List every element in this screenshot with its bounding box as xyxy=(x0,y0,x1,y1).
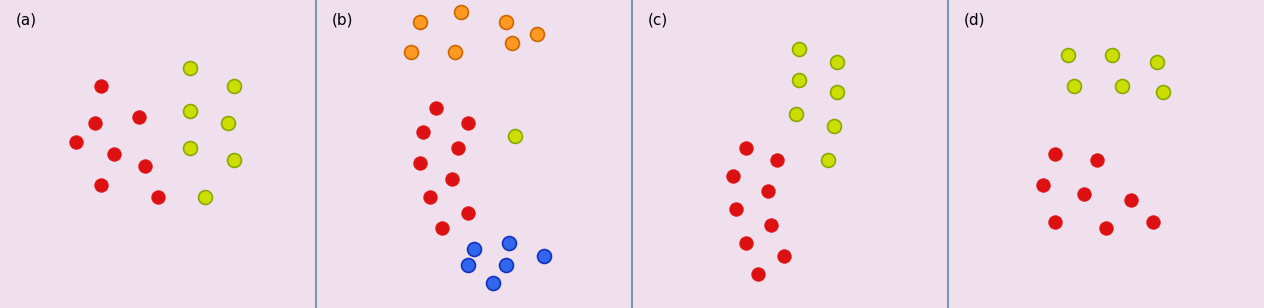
Point xyxy=(483,281,503,286)
Point xyxy=(91,84,111,89)
Point xyxy=(786,111,806,116)
Point xyxy=(179,108,200,113)
Text: (d): (d) xyxy=(963,12,986,27)
Point xyxy=(789,78,809,83)
Point xyxy=(413,130,434,135)
Point xyxy=(824,124,844,129)
Point xyxy=(410,19,430,24)
Point xyxy=(495,262,516,267)
Point xyxy=(432,225,453,230)
Point xyxy=(1112,84,1133,89)
Point xyxy=(442,176,463,181)
Text: (c): (c) xyxy=(647,12,669,27)
Point xyxy=(758,188,779,193)
Point xyxy=(736,241,756,246)
Point xyxy=(195,195,215,200)
Point xyxy=(91,182,111,187)
Point xyxy=(1045,219,1066,224)
Point xyxy=(1086,158,1107,163)
Point xyxy=(1146,59,1167,64)
Point xyxy=(827,59,847,64)
Text: (b): (b) xyxy=(331,12,354,27)
Point xyxy=(410,161,430,166)
Point xyxy=(464,247,484,252)
Point xyxy=(767,158,787,163)
Point xyxy=(445,50,465,55)
Point xyxy=(723,173,743,178)
Point xyxy=(498,241,518,246)
Point xyxy=(449,145,469,150)
Point xyxy=(1045,152,1066,156)
Point xyxy=(1058,53,1078,58)
Point xyxy=(85,121,105,126)
Point xyxy=(761,222,781,227)
Point xyxy=(148,195,168,200)
Point xyxy=(506,133,526,138)
Point xyxy=(827,90,847,95)
Point xyxy=(1096,225,1116,230)
Point xyxy=(1074,192,1095,197)
Point xyxy=(789,47,809,52)
Point xyxy=(495,19,516,24)
Point xyxy=(527,31,547,36)
Point xyxy=(451,10,471,15)
Point xyxy=(458,121,478,126)
Point xyxy=(129,115,149,120)
Point xyxy=(736,145,756,150)
Point xyxy=(748,272,769,277)
Point xyxy=(1153,90,1173,95)
Point xyxy=(224,158,244,163)
Point xyxy=(1121,198,1141,203)
Point xyxy=(1144,219,1164,224)
Point xyxy=(774,253,794,258)
Point xyxy=(726,207,746,212)
Point xyxy=(66,139,86,144)
Point xyxy=(224,84,244,89)
Point xyxy=(818,158,838,163)
Point xyxy=(533,253,554,258)
Point xyxy=(502,41,522,46)
Point xyxy=(426,105,446,110)
Point xyxy=(217,121,238,126)
Point xyxy=(458,262,478,267)
Point xyxy=(104,152,124,156)
Point xyxy=(179,145,200,150)
Point xyxy=(179,65,200,70)
Point xyxy=(420,195,440,200)
Point xyxy=(1064,84,1085,89)
Point xyxy=(458,210,478,215)
Text: (a): (a) xyxy=(15,12,37,27)
Point xyxy=(1102,53,1122,58)
Point xyxy=(135,164,155,169)
Point xyxy=(1033,182,1053,187)
Point xyxy=(401,50,421,55)
